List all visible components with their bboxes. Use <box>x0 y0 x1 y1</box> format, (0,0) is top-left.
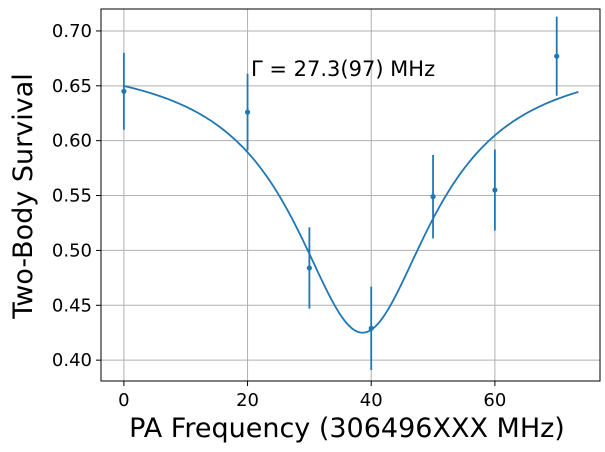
fit-curve <box>123 85 579 334</box>
y-ticks: 0.40 0.45 0.50 0.55 0.60 0.65 0.70 <box>52 21 101 371</box>
grid-lines <box>101 9 600 381</box>
data-point <box>430 194 436 200</box>
x-ticks: 0 20 40 60 <box>118 381 506 411</box>
x-tick-label: 20 <box>236 390 259 411</box>
fit-curve-group <box>123 85 579 334</box>
plot-frame <box>100 8 601 382</box>
data-point <box>492 187 498 193</box>
x-tick-label: 0 <box>118 390 129 411</box>
y-tick-label: 0.40 <box>52 350 92 371</box>
y-tick-label: 0.65 <box>52 76 92 97</box>
y-tick-label: 0.60 <box>52 131 92 152</box>
y-tick-label: 0.50 <box>52 240 92 261</box>
x-axis-label: PA Frequency (306496XXX MHz) <box>129 413 565 444</box>
data-point <box>306 265 312 271</box>
x-tick-label: 60 <box>483 390 506 411</box>
x-tick-label: 40 <box>360 390 383 411</box>
y-tick-label: 0.55 <box>52 186 92 207</box>
y-tick-label: 0.70 <box>52 21 92 42</box>
data-point <box>554 53 560 59</box>
y-tick-label: 0.45 <box>52 295 92 316</box>
y-axis-label: Two-Body Survival <box>8 73 39 320</box>
data-point <box>368 325 374 331</box>
data-point <box>121 88 127 94</box>
data-point <box>244 109 251 115</box>
data-points-group <box>121 16 560 371</box>
gamma-annotation: Γ = 27.3(97) MHz <box>251 57 435 81</box>
